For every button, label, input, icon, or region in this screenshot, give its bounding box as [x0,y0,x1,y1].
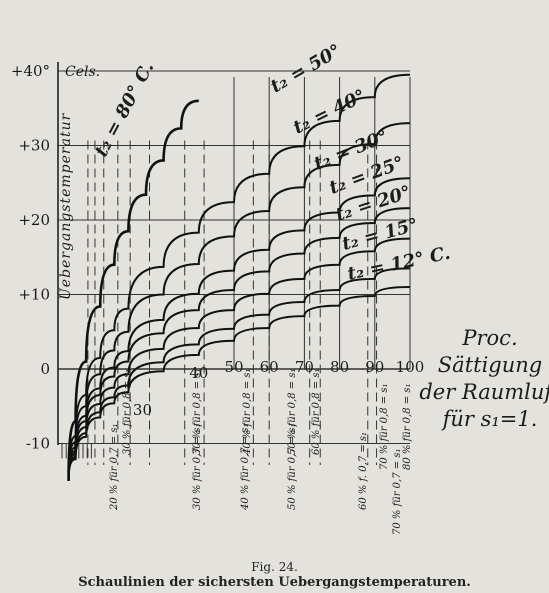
figure-number: Fig. 24. [251,560,298,574]
x-tick-label: 40 [189,364,208,382]
x-tick-label: 80 [330,358,349,376]
dashed-line-label: 30 % für 0,8 = s₁ [122,369,133,455]
dashed-line-label: 70 % für 0,8 = s₁ [379,384,390,470]
curve-7 [67,286,411,481]
saturation-reference-lines [87,140,378,465]
dashed-line-label: 60 % f. 0,7 = s₁ [358,432,369,510]
y-tick-label: 0 [40,360,50,378]
curve-1 [67,73,411,481]
x-axis-title-line: für s₁=1. [441,407,538,431]
y-tick-label: +30 [18,137,50,155]
chart-labels: +40° +30 +20 +10 0 -10 Cels. Uebergangstemperat… [11,40,549,535]
x-axis-title-line: Sättigung [438,353,542,377]
y-axis-title: Uebergangstemperatur [58,112,74,300]
y-unit-label: Cels. [65,64,100,80]
x-axis-title-line: der Raumluft [419,380,549,404]
dashed-line-label: 30 % für 0,8 = s₁ [192,369,203,455]
x-axis-title-line: Proc. [461,326,517,350]
y-tick-label: +20 [18,211,50,229]
curve-0 [67,99,199,481]
x-tick-label: 60 [260,358,279,376]
x-tick-label: 100 [396,358,425,376]
x-tick-label: 90 [365,358,384,376]
dashed-line-label: 50 % für 0,7 = s₁ [287,424,298,510]
dashed-line-label: 50 % für 0,8 = s₁ [287,369,298,455]
y-tick-label: +10 [18,286,50,304]
dashed-line-label: 70 % für 0,7 = s₁ [392,449,403,535]
grid [58,70,411,459]
y-tick-label: +40° [11,62,50,80]
y-tick-label: -10 [26,435,50,453]
figure-title: Schaulinien der sichersten Uebergangstem… [78,575,471,590]
x-tick-label: 30 [133,401,152,419]
curve-label: t₂ = 40° [290,85,369,138]
dashed-line-label: 60 % für 0,8 = s₁ [311,369,322,455]
x-tick-label: 50 [224,358,243,376]
curve-label: t₂ = 50° [267,40,345,97]
curve-2 [67,122,411,481]
dashed-line-label: 30 % für 0,7 = s₁ [192,424,203,510]
temperature-curves [67,73,411,481]
x-tick-label: 70 [295,358,314,376]
dashed-line-label: 40 % für 0,7 = s₁ [240,424,251,511]
dashed-line-label: 20 % für 0,7 = s₁ [109,424,120,511]
dashed-line-label: 40 % für 0,8 = s₁ [242,369,253,456]
dashed-line-label: 80 % für 0,8 = s₁ [402,384,413,470]
curve-label: t₂ = 80° C. [91,58,159,160]
